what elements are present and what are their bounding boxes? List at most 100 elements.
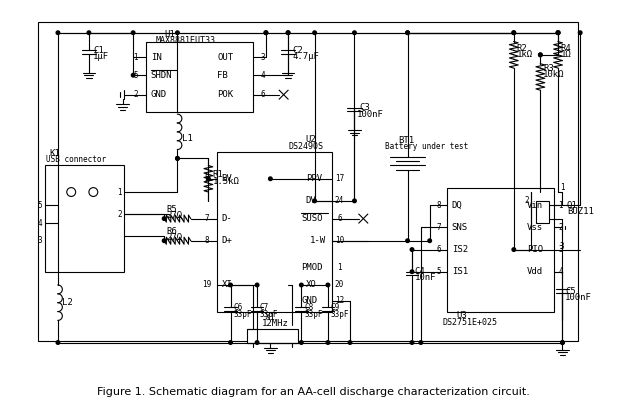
Text: 12MHz: 12MHz bbox=[262, 318, 289, 328]
Text: Figure 1. Schematic diagram for an AA-cell discharge characterization circuit.: Figure 1. Schematic diagram for an AA-ce… bbox=[96, 387, 530, 397]
Text: XO: XO bbox=[305, 280, 317, 290]
Circle shape bbox=[207, 177, 210, 180]
Circle shape bbox=[255, 283, 259, 287]
Text: 5: 5 bbox=[436, 267, 441, 276]
Circle shape bbox=[557, 31, 560, 34]
Circle shape bbox=[538, 53, 542, 57]
Circle shape bbox=[176, 31, 179, 34]
Text: PMOD: PMOD bbox=[301, 263, 323, 272]
Circle shape bbox=[406, 31, 409, 34]
Circle shape bbox=[131, 73, 135, 77]
Circle shape bbox=[348, 341, 352, 344]
Circle shape bbox=[326, 341, 330, 344]
Text: 27Ω: 27Ω bbox=[166, 233, 182, 242]
Circle shape bbox=[326, 283, 330, 287]
Circle shape bbox=[313, 199, 316, 203]
Text: 12: 12 bbox=[335, 296, 344, 306]
Text: GND: GND bbox=[301, 296, 317, 306]
Text: C8: C8 bbox=[304, 303, 313, 312]
Text: 33pF: 33pF bbox=[304, 310, 322, 319]
Text: K1: K1 bbox=[49, 149, 60, 158]
Text: OUT: OUT bbox=[217, 53, 233, 62]
Text: 6: 6 bbox=[261, 90, 265, 99]
Text: 1: 1 bbox=[133, 53, 138, 62]
Text: 5: 5 bbox=[38, 201, 42, 210]
Text: C4: C4 bbox=[414, 267, 426, 276]
Circle shape bbox=[162, 239, 166, 243]
Text: C3: C3 bbox=[359, 103, 369, 112]
Text: 4: 4 bbox=[261, 71, 265, 80]
Text: R5: R5 bbox=[166, 205, 177, 214]
Circle shape bbox=[352, 31, 356, 34]
Circle shape bbox=[228, 283, 232, 287]
Text: SNS: SNS bbox=[452, 223, 468, 232]
Circle shape bbox=[419, 341, 423, 344]
Text: 24: 24 bbox=[335, 196, 344, 205]
Text: 100nF: 100nF bbox=[357, 109, 384, 119]
Circle shape bbox=[56, 341, 59, 344]
Text: 2: 2 bbox=[525, 196, 529, 205]
Text: Vin: Vin bbox=[527, 201, 543, 210]
Circle shape bbox=[255, 341, 259, 344]
Text: SHDN: SHDN bbox=[151, 71, 172, 80]
Text: 3: 3 bbox=[560, 243, 565, 251]
Text: 10: 10 bbox=[335, 236, 344, 245]
Text: 6: 6 bbox=[436, 245, 441, 254]
Text: 6: 6 bbox=[337, 214, 342, 223]
Circle shape bbox=[162, 217, 166, 221]
Circle shape bbox=[410, 270, 414, 273]
Text: 33pF: 33pF bbox=[260, 310, 278, 319]
Text: USB connector: USB connector bbox=[46, 155, 106, 164]
Text: 20: 20 bbox=[335, 280, 344, 290]
Text: C5: C5 bbox=[565, 287, 576, 296]
Text: Vss: Vss bbox=[527, 223, 543, 232]
Text: 33pF: 33pF bbox=[233, 310, 252, 319]
Text: 4.7μF: 4.7μF bbox=[292, 52, 319, 61]
Text: POK: POK bbox=[217, 90, 233, 99]
Text: 100nF: 100nF bbox=[565, 293, 592, 302]
Text: 3: 3 bbox=[261, 53, 265, 62]
Text: 7: 7 bbox=[436, 223, 441, 232]
Circle shape bbox=[176, 157, 179, 160]
Text: 7: 7 bbox=[204, 214, 209, 223]
Text: 3: 3 bbox=[38, 236, 42, 245]
Text: DS2751E+025: DS2751E+025 bbox=[443, 318, 498, 327]
Text: C6: C6 bbox=[233, 303, 242, 312]
Circle shape bbox=[406, 31, 409, 34]
Circle shape bbox=[56, 31, 59, 34]
Circle shape bbox=[131, 31, 135, 34]
Text: 1: 1 bbox=[558, 201, 563, 210]
Circle shape bbox=[410, 341, 414, 344]
Text: C9: C9 bbox=[331, 303, 340, 312]
Circle shape bbox=[512, 31, 516, 34]
Circle shape bbox=[512, 31, 516, 34]
Circle shape bbox=[286, 31, 290, 34]
Text: IS1: IS1 bbox=[452, 267, 468, 276]
Text: 1: 1 bbox=[117, 188, 122, 196]
Text: 1kΩ: 1kΩ bbox=[516, 51, 533, 59]
Text: 1.5kΩ: 1.5kΩ bbox=[213, 177, 240, 186]
Text: 1-W: 1-W bbox=[310, 236, 326, 245]
Text: 1μF: 1μF bbox=[93, 52, 110, 61]
Text: X1: X1 bbox=[265, 313, 276, 322]
Circle shape bbox=[264, 31, 268, 34]
Text: R2: R2 bbox=[516, 44, 527, 53]
Text: 8: 8 bbox=[204, 236, 209, 245]
Text: 2: 2 bbox=[133, 90, 138, 99]
Text: MAX8881EUT33: MAX8881EUT33 bbox=[155, 36, 215, 45]
Text: R4: R4 bbox=[561, 44, 572, 53]
Text: U1: U1 bbox=[164, 30, 175, 39]
Text: SUSO: SUSO bbox=[301, 214, 323, 223]
Text: C2: C2 bbox=[292, 46, 303, 55]
Bar bbox=[146, 42, 253, 112]
Text: IS2: IS2 bbox=[452, 245, 468, 254]
Text: R1: R1 bbox=[213, 170, 223, 179]
Text: DV: DV bbox=[305, 196, 317, 205]
Circle shape bbox=[313, 31, 316, 34]
Text: IN: IN bbox=[151, 53, 162, 62]
Circle shape bbox=[578, 31, 582, 34]
Text: 4: 4 bbox=[558, 267, 563, 276]
Circle shape bbox=[428, 239, 431, 243]
Text: 10kΩ: 10kΩ bbox=[543, 70, 565, 79]
Text: Battery under test: Battery under test bbox=[386, 142, 469, 152]
